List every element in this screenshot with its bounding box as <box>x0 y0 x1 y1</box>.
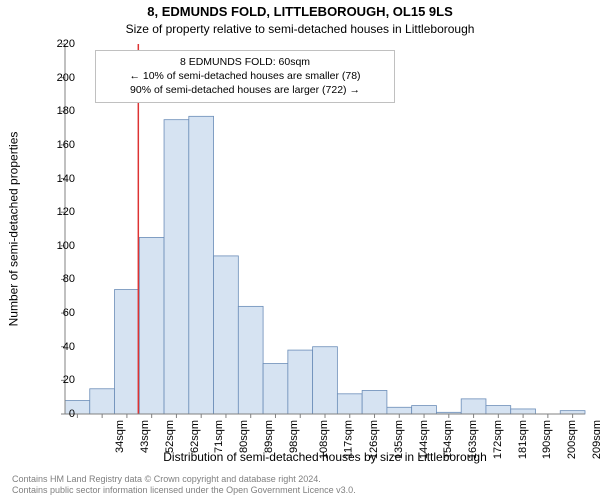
y-tick-label: 120 <box>45 206 75 218</box>
info-line-3: 90% of semi-detached houses are larger (… <box>104 83 386 97</box>
x-tick-label: 62sqm <box>189 420 201 453</box>
y-tick-label: 60 <box>45 307 75 319</box>
histogram-bar <box>511 409 536 414</box>
histogram-bar <box>313 347 338 414</box>
info-line-1: 8 EDMUNDS FOLD: 60sqm <box>104 55 386 69</box>
y-tick-label: 140 <box>45 173 75 185</box>
histogram-bar <box>337 394 362 414</box>
histogram-bar <box>412 406 437 414</box>
footer-attribution: Contains HM Land Registry data © Crown c… <box>12 474 588 496</box>
histogram-bar <box>115 290 140 414</box>
y-tick-label: 100 <box>45 240 75 252</box>
y-tick-label: 220 <box>45 38 75 50</box>
info-line-2: ← 10% of semi-detached houses are smalle… <box>104 69 386 83</box>
x-tick-label: 43sqm <box>139 420 151 453</box>
chart-container: 8, EDMUNDS FOLD, LITTLEBOROUGH, OL15 9LS… <box>0 0 600 500</box>
histogram-bar <box>238 306 263 414</box>
histogram-bar <box>461 399 486 414</box>
histogram-bar <box>362 390 387 414</box>
x-tick-label: 34sqm <box>114 420 126 453</box>
y-tick-label: 180 <box>45 105 75 117</box>
x-tick-label: 71sqm <box>213 420 225 453</box>
y-tick-label: 0 <box>45 408 75 420</box>
y-tick-label: 20 <box>45 374 75 386</box>
histogram-bar <box>486 406 511 414</box>
x-tick-label: 52sqm <box>164 420 176 453</box>
info-box: 8 EDMUNDS FOLD: 60sqm ← 10% of semi-deta… <box>95 50 395 103</box>
histogram-bar <box>214 256 239 414</box>
histogram-bar <box>288 350 313 414</box>
y-axis-label: Number of semi-detached properties <box>6 44 20 414</box>
title-subtitle: Size of property relative to semi-detach… <box>0 22 600 36</box>
title-main: 8, EDMUNDS FOLD, LITTLEBOROUGH, OL15 9LS <box>0 4 600 19</box>
y-tick-label: 40 <box>45 341 75 353</box>
y-tick-label: 160 <box>45 139 75 151</box>
y-tick-label: 200 <box>45 72 75 84</box>
x-tick-label: 80sqm <box>238 420 250 453</box>
x-axis-label: Distribution of semi-detached houses by … <box>65 450 585 464</box>
histogram-bar <box>164 120 189 414</box>
histogram-bar <box>560 411 585 414</box>
histogram-bar <box>90 389 115 414</box>
x-tick-label: 98sqm <box>288 420 300 453</box>
x-tick-label: 89sqm <box>263 420 275 453</box>
x-tick-label: 209sqm <box>591 420 600 459</box>
histogram-bar <box>189 116 214 414</box>
histogram-bar <box>139 237 164 414</box>
histogram-bar <box>263 364 288 414</box>
histogram-bar <box>387 407 412 414</box>
y-tick-label: 80 <box>45 273 75 285</box>
